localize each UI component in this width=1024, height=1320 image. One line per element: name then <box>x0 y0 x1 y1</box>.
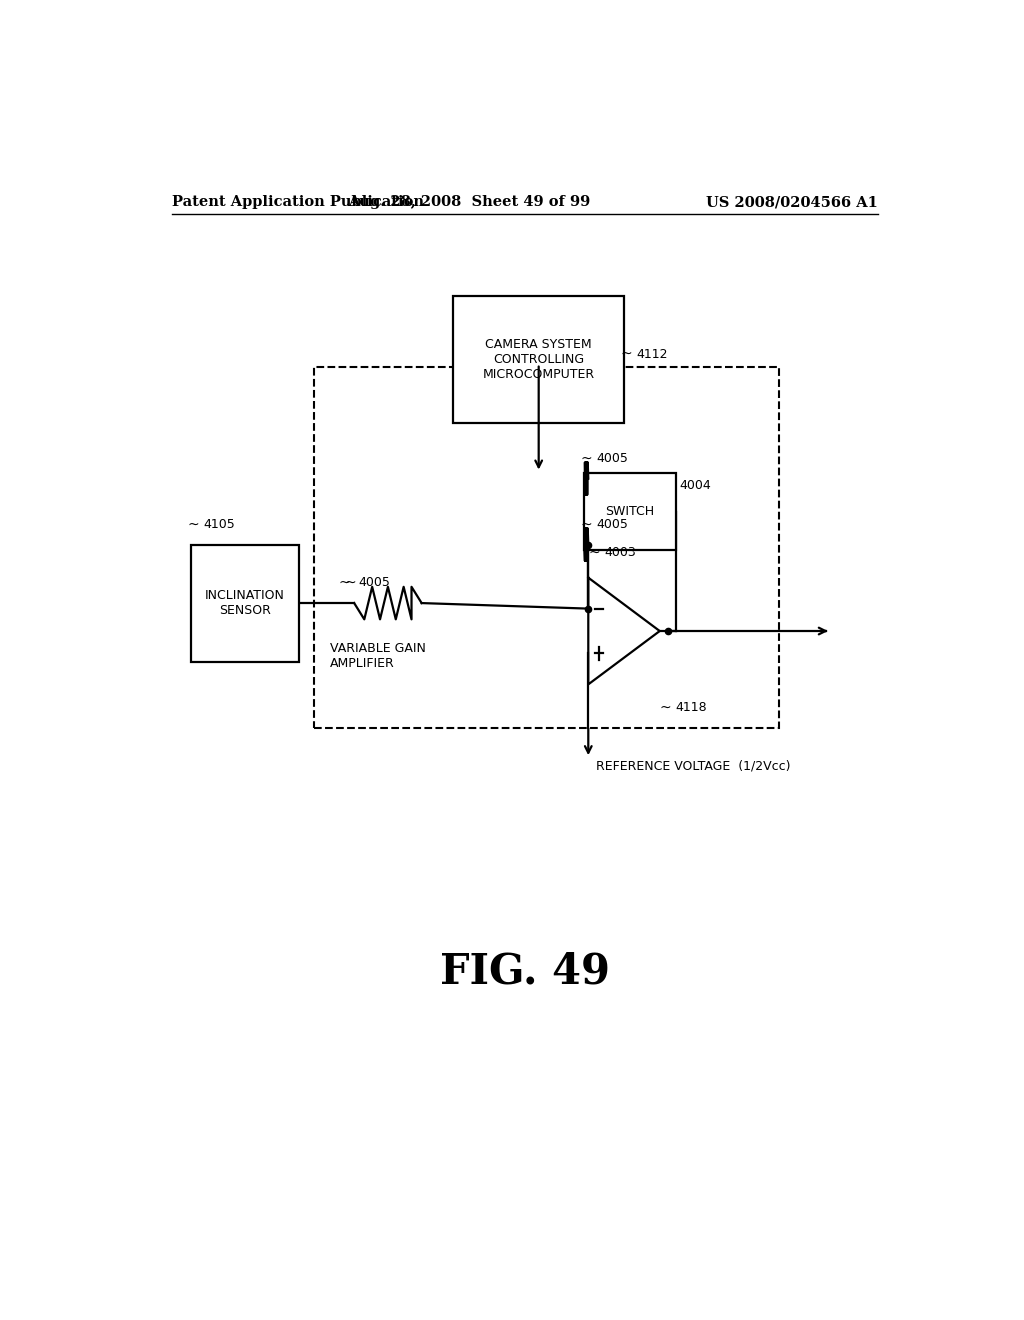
Bar <box>585 474 676 549</box>
Bar <box>191 545 299 661</box>
Text: REFERENCE VOLTAGE  (1/2Vcc): REFERENCE VOLTAGE (1/2Vcc) <box>596 760 791 772</box>
Text: ~: ~ <box>581 517 592 532</box>
Text: 4112: 4112 <box>636 347 668 360</box>
Text: Aug. 28, 2008  Sheet 49 of 99: Aug. 28, 2008 Sheet 49 of 99 <box>348 195 591 209</box>
Text: 4004: 4004 <box>680 479 712 491</box>
Text: ~: ~ <box>581 451 592 465</box>
Text: 4118: 4118 <box>676 701 708 714</box>
Bar <box>314 367 778 727</box>
Text: ~: ~ <box>344 576 355 590</box>
Text: ~: ~ <box>187 517 200 532</box>
Text: 4005: 4005 <box>596 517 628 531</box>
Text: INCLINATION
SENSOR: INCLINATION SENSOR <box>205 589 285 616</box>
Text: SWITCH: SWITCH <box>605 506 654 517</box>
Text: ~: ~ <box>660 700 672 714</box>
Text: ~: ~ <box>621 347 632 362</box>
Text: Patent Application Publication: Patent Application Publication <box>172 195 424 209</box>
Text: ~: ~ <box>339 576 350 590</box>
Text: ~: ~ <box>589 545 600 560</box>
Text: CAMERA SYSTEM
CONTROLLING
MICROCOMPUTER: CAMERA SYSTEM CONTROLLING MICROCOMPUTER <box>482 338 595 380</box>
Bar <box>454 296 624 422</box>
Text: VARIABLE GAIN
AMPLIFIER: VARIABLE GAIN AMPLIFIER <box>331 643 426 671</box>
Text: US 2008/0204566 A1: US 2008/0204566 A1 <box>707 195 878 209</box>
Text: FIG. 49: FIG. 49 <box>439 950 610 993</box>
Text: 4105: 4105 <box>204 517 236 531</box>
Text: 4005: 4005 <box>596 451 628 465</box>
Text: 4003: 4003 <box>604 545 636 558</box>
Text: 4005: 4005 <box>358 577 390 589</box>
